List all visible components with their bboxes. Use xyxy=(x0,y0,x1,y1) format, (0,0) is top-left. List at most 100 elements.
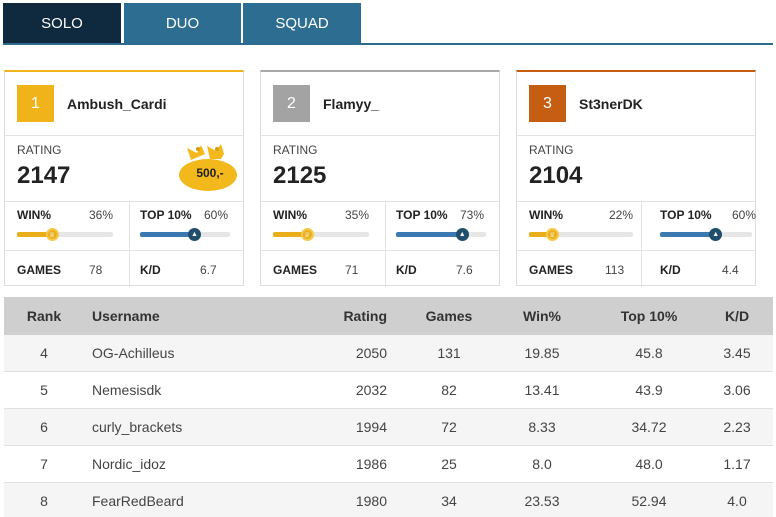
cell-kd: 4.0 xyxy=(727,493,747,509)
cell-win: 8.33 xyxy=(528,419,556,435)
stats-divider xyxy=(385,201,386,287)
cell-rank: 6 xyxy=(40,419,48,435)
top10-bar-fill xyxy=(660,232,716,237)
table-body: 4 OG-Achilleus 2050 131 19.85 45.8 3.45 … xyxy=(4,335,773,517)
cell-games: 34 xyxy=(441,493,457,509)
player-name[interactable]: St3nerDK xyxy=(579,96,643,112)
kd-label: K/D xyxy=(660,263,681,277)
top10-bar-fill xyxy=(140,232,194,237)
cell-top10: 48.0 xyxy=(635,456,663,472)
podium-card-1: 1 Ambush_Cardi RATING 2147 500,- WIN% 36… xyxy=(4,70,244,287)
header-games[interactable]: Games xyxy=(425,308,473,324)
card-header: 3 St3nerDK xyxy=(517,72,755,136)
cell-win: 19.85 xyxy=(524,345,560,361)
cell-kd: 2.23 xyxy=(723,419,751,435)
games-label: GAMES xyxy=(273,263,318,277)
cell-username[interactable]: Nemesisdk xyxy=(92,382,162,398)
win-bar: ♕ xyxy=(17,228,113,241)
top10-label: TOP 10% xyxy=(660,208,712,222)
cell-rating: 1986 xyxy=(355,456,387,472)
top10-value: 73% xyxy=(460,208,485,222)
win-bar-fill xyxy=(529,232,552,237)
rating-value: 2147 xyxy=(17,162,71,189)
arrow-up-icon: ▲ xyxy=(455,228,469,241)
games-label: GAMES xyxy=(529,263,574,277)
header-top10[interactable]: Top 10% xyxy=(620,308,678,324)
top10-bar-fill xyxy=(396,232,462,237)
mode-tabs: SOLO DUO SQUAD xyxy=(3,3,773,45)
top10-bar: ▲ xyxy=(140,228,230,241)
tab-duo[interactable]: DUO xyxy=(124,3,241,43)
cell-kd: 3.06 xyxy=(723,382,751,398)
win-label: WIN% xyxy=(529,208,563,222)
tab-squad[interactable]: SQUAD xyxy=(243,3,361,43)
games-value: 71 xyxy=(345,263,359,277)
top10-label: TOP 10% xyxy=(396,208,448,222)
cell-kd: 3.45 xyxy=(723,345,751,361)
card-header: 1 Ambush_Cardi xyxy=(5,72,243,136)
player-name[interactable]: Flamyy_ xyxy=(323,96,380,112)
podium-card-2: 2 Flamyy_ RATING 2125 WIN% 35% ♕ TOP 10%… xyxy=(260,70,500,287)
cell-win: 23.53 xyxy=(524,493,560,509)
rating-label: RATING xyxy=(273,143,318,157)
stats-divider xyxy=(129,201,130,287)
cell-games: 82 xyxy=(441,382,457,398)
cell-username[interactable]: FearRedBeard xyxy=(92,493,184,509)
header-rating[interactable]: Rating xyxy=(343,308,387,324)
stats-row xyxy=(5,201,243,251)
podium-card-3: 3 St3nerDK RATING 2104 WIN% 22% ♕ TOP 10… xyxy=(516,70,757,287)
top10-bar: ▲ xyxy=(660,228,752,241)
games-value: 113 xyxy=(605,263,625,277)
kd-value: 4.4 xyxy=(722,263,739,277)
cell-rank: 7 xyxy=(40,456,48,472)
header-username[interactable]: Username xyxy=(92,308,160,324)
top10-value: 60% xyxy=(732,208,757,222)
cell-games: 25 xyxy=(441,456,457,472)
player-name[interactable]: Ambush_Cardi xyxy=(67,96,167,112)
cell-games: 131 xyxy=(437,345,461,361)
win-label: WIN% xyxy=(17,208,51,222)
win-bar: ♕ xyxy=(273,228,369,241)
table-row[interactable]: 4 OG-Achilleus 2050 131 19.85 45.8 3.45 xyxy=(4,335,773,372)
kd-label: K/D xyxy=(396,263,417,277)
crown-icon: ♕ xyxy=(300,228,314,241)
win-bar-fill xyxy=(273,232,307,237)
crown-icon: ♕ xyxy=(545,228,559,241)
stats-row xyxy=(517,201,755,251)
cell-rank: 5 xyxy=(40,382,48,398)
rank-badge: 1 xyxy=(17,85,54,122)
games-label: GAMES xyxy=(17,263,62,277)
cell-rank: 8 xyxy=(40,493,48,509)
header-kd[interactable]: K/D xyxy=(724,308,750,324)
cell-win: 8.0 xyxy=(532,456,552,472)
cell-top10: 52.94 xyxy=(631,493,667,509)
leaderboard-table: Rank Username Rating Games Win% Top 10% … xyxy=(4,297,773,517)
cell-username[interactable]: Nordic_idoz xyxy=(92,456,166,472)
cell-username[interactable]: curly_brackets xyxy=(92,419,183,435)
rating-label: RATING xyxy=(529,143,574,157)
top10-value: 60% xyxy=(204,208,229,222)
cell-win: 13.41 xyxy=(524,382,560,398)
cell-username[interactable]: OG-Achilleus xyxy=(92,345,175,361)
cell-top10: 45.8 xyxy=(635,345,663,361)
card-header: 2 Flamyy_ xyxy=(261,72,499,136)
table-row[interactable]: 5 Nemesisdk 2032 82 13.41 43.9 3.06 xyxy=(4,372,773,409)
crown-icon: ♕ xyxy=(45,228,59,241)
kd-value: 6.7 xyxy=(200,263,217,277)
cell-rating: 1994 xyxy=(355,419,387,435)
table-row[interactable]: 6 curly_brackets 1994 72 8.33 34.72 2.23 xyxy=(4,409,773,446)
kd-value: 7.6 xyxy=(456,263,473,277)
win-bar: ♕ xyxy=(529,228,633,241)
money-bag-icon xyxy=(179,144,237,191)
stats-row xyxy=(261,201,499,251)
cell-rating: 1980 xyxy=(355,493,387,509)
cell-top10: 43.9 xyxy=(635,382,663,398)
tab-solo[interactable]: SOLO xyxy=(3,3,121,43)
header-rank[interactable]: Rank xyxy=(26,308,62,324)
table-row[interactable]: 8 FearRedBeard 1980 34 23.53 52.94 4.0 xyxy=(4,483,773,517)
header-win[interactable]: Win% xyxy=(523,308,561,324)
cell-rating: 2050 xyxy=(355,345,387,361)
cell-rank: 4 xyxy=(40,345,48,361)
cell-top10: 34.72 xyxy=(631,419,667,435)
table-row[interactable]: 7 Nordic_idoz 1986 25 8.0 48.0 1.17 xyxy=(4,446,773,483)
